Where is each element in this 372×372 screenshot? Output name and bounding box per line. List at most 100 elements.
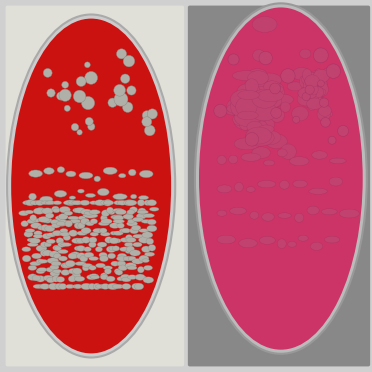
Ellipse shape	[55, 283, 63, 289]
Ellipse shape	[49, 251, 60, 257]
Ellipse shape	[68, 276, 76, 282]
Ellipse shape	[287, 82, 304, 91]
Ellipse shape	[134, 283, 144, 290]
Ellipse shape	[120, 238, 131, 242]
Ellipse shape	[245, 93, 259, 103]
Ellipse shape	[44, 243, 51, 247]
Ellipse shape	[133, 234, 144, 238]
Ellipse shape	[106, 246, 116, 253]
Ellipse shape	[36, 276, 45, 282]
Ellipse shape	[253, 87, 270, 99]
Ellipse shape	[111, 215, 122, 219]
Ellipse shape	[307, 206, 319, 215]
Ellipse shape	[132, 259, 143, 264]
Ellipse shape	[105, 237, 113, 243]
Ellipse shape	[89, 274, 99, 278]
Ellipse shape	[89, 237, 97, 243]
Ellipse shape	[262, 213, 274, 221]
Ellipse shape	[86, 221, 94, 226]
Ellipse shape	[36, 269, 45, 274]
Ellipse shape	[25, 200, 35, 206]
Circle shape	[142, 117, 152, 127]
Ellipse shape	[94, 200, 105, 206]
Ellipse shape	[242, 96, 256, 114]
Ellipse shape	[125, 250, 132, 253]
Ellipse shape	[113, 219, 125, 223]
FancyBboxPatch shape	[6, 6, 184, 366]
Ellipse shape	[76, 238, 86, 244]
Ellipse shape	[308, 96, 323, 103]
Ellipse shape	[217, 235, 235, 244]
Ellipse shape	[81, 218, 90, 225]
Circle shape	[108, 98, 117, 107]
Ellipse shape	[248, 106, 275, 117]
Ellipse shape	[59, 283, 67, 289]
Ellipse shape	[256, 109, 268, 129]
Ellipse shape	[239, 115, 251, 130]
Ellipse shape	[263, 81, 281, 93]
Ellipse shape	[252, 95, 278, 112]
Ellipse shape	[124, 200, 135, 206]
Ellipse shape	[280, 102, 291, 112]
Ellipse shape	[29, 193, 36, 200]
Ellipse shape	[292, 67, 311, 80]
Ellipse shape	[309, 188, 327, 194]
Ellipse shape	[117, 201, 127, 205]
Ellipse shape	[93, 228, 104, 233]
Ellipse shape	[138, 266, 144, 273]
Ellipse shape	[65, 284, 74, 289]
Ellipse shape	[46, 239, 55, 244]
Ellipse shape	[74, 222, 83, 229]
Ellipse shape	[45, 213, 54, 218]
Circle shape	[214, 104, 227, 117]
Ellipse shape	[232, 71, 259, 81]
Ellipse shape	[34, 231, 42, 235]
Ellipse shape	[53, 245, 60, 250]
Ellipse shape	[52, 206, 59, 212]
Circle shape	[77, 129, 82, 135]
Ellipse shape	[293, 180, 307, 187]
Ellipse shape	[78, 222, 85, 229]
Ellipse shape	[37, 267, 48, 272]
Ellipse shape	[304, 90, 321, 102]
Ellipse shape	[28, 274, 38, 280]
Ellipse shape	[259, 236, 275, 244]
Ellipse shape	[75, 262, 86, 266]
Ellipse shape	[22, 247, 31, 251]
Ellipse shape	[29, 170, 42, 177]
Ellipse shape	[217, 210, 227, 216]
Ellipse shape	[252, 89, 278, 108]
Ellipse shape	[38, 259, 48, 263]
Ellipse shape	[251, 117, 275, 132]
Ellipse shape	[33, 208, 45, 214]
Circle shape	[121, 74, 130, 83]
Ellipse shape	[108, 253, 116, 259]
Ellipse shape	[304, 78, 312, 93]
Ellipse shape	[279, 180, 289, 189]
Ellipse shape	[52, 276, 60, 282]
Ellipse shape	[248, 96, 262, 110]
Ellipse shape	[27, 219, 35, 224]
Ellipse shape	[121, 228, 131, 233]
Ellipse shape	[73, 268, 82, 275]
Ellipse shape	[302, 69, 312, 81]
Ellipse shape	[54, 253, 61, 259]
Ellipse shape	[258, 125, 274, 134]
Ellipse shape	[121, 274, 130, 280]
Ellipse shape	[231, 90, 257, 109]
Ellipse shape	[50, 264, 59, 270]
Ellipse shape	[36, 208, 45, 213]
Ellipse shape	[126, 246, 134, 253]
Ellipse shape	[65, 260, 75, 267]
Ellipse shape	[58, 242, 66, 247]
Ellipse shape	[35, 200, 44, 205]
Ellipse shape	[33, 284, 44, 289]
Ellipse shape	[101, 200, 112, 205]
Circle shape	[271, 108, 282, 118]
Circle shape	[228, 54, 239, 65]
Ellipse shape	[317, 107, 330, 121]
Ellipse shape	[30, 215, 36, 221]
Ellipse shape	[125, 200, 137, 205]
Ellipse shape	[137, 210, 148, 214]
Ellipse shape	[147, 225, 157, 232]
